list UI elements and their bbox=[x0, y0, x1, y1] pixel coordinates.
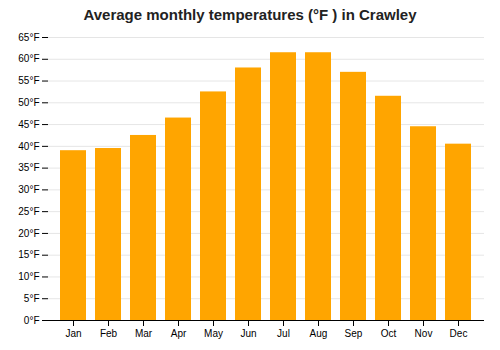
svg-text:Jun: Jun bbox=[240, 328, 256, 339]
svg-text:Aug: Aug bbox=[310, 328, 328, 339]
svg-text:Jul: Jul bbox=[277, 328, 290, 339]
svg-text:Oct: Oct bbox=[381, 328, 397, 339]
svg-text:5°F: 5°F bbox=[24, 293, 40, 304]
svg-text:60°F: 60°F bbox=[18, 53, 39, 64]
svg-text:50°F: 50°F bbox=[18, 97, 39, 108]
svg-text:Jan: Jan bbox=[65, 328, 81, 339]
svg-text:65°F: 65°F bbox=[18, 32, 39, 43]
svg-text:Mar: Mar bbox=[135, 328, 153, 339]
html-text:Average monthly temperatures (: Average monthly temperatures (°F ) in Cr… bbox=[83, 6, 417, 23]
svg-text:45°F: 45°F bbox=[18, 119, 39, 130]
svg-text:May: May bbox=[204, 328, 223, 339]
svg-text:0°F: 0°F bbox=[24, 315, 40, 326]
svg-text:Dec: Dec bbox=[450, 328, 468, 339]
svg-text:35°F: 35°F bbox=[18, 162, 39, 173]
svg-text:10°F: 10°F bbox=[18, 271, 39, 282]
svg-text:30°F: 30°F bbox=[18, 184, 39, 195]
svg-text:Apr: Apr bbox=[171, 328, 187, 339]
svg-text:Feb: Feb bbox=[100, 328, 118, 339]
svg-text:Sep: Sep bbox=[345, 328, 363, 339]
svg-text:55°F: 55°F bbox=[18, 75, 39, 86]
svg-text:Nov: Nov bbox=[415, 328, 433, 339]
svg-text:20°F: 20°F bbox=[18, 228, 39, 239]
svg-text:40°F: 40°F bbox=[18, 141, 39, 152]
svg-text:25°F: 25°F bbox=[18, 206, 39, 217]
svg-text:15°F: 15°F bbox=[18, 249, 39, 260]
